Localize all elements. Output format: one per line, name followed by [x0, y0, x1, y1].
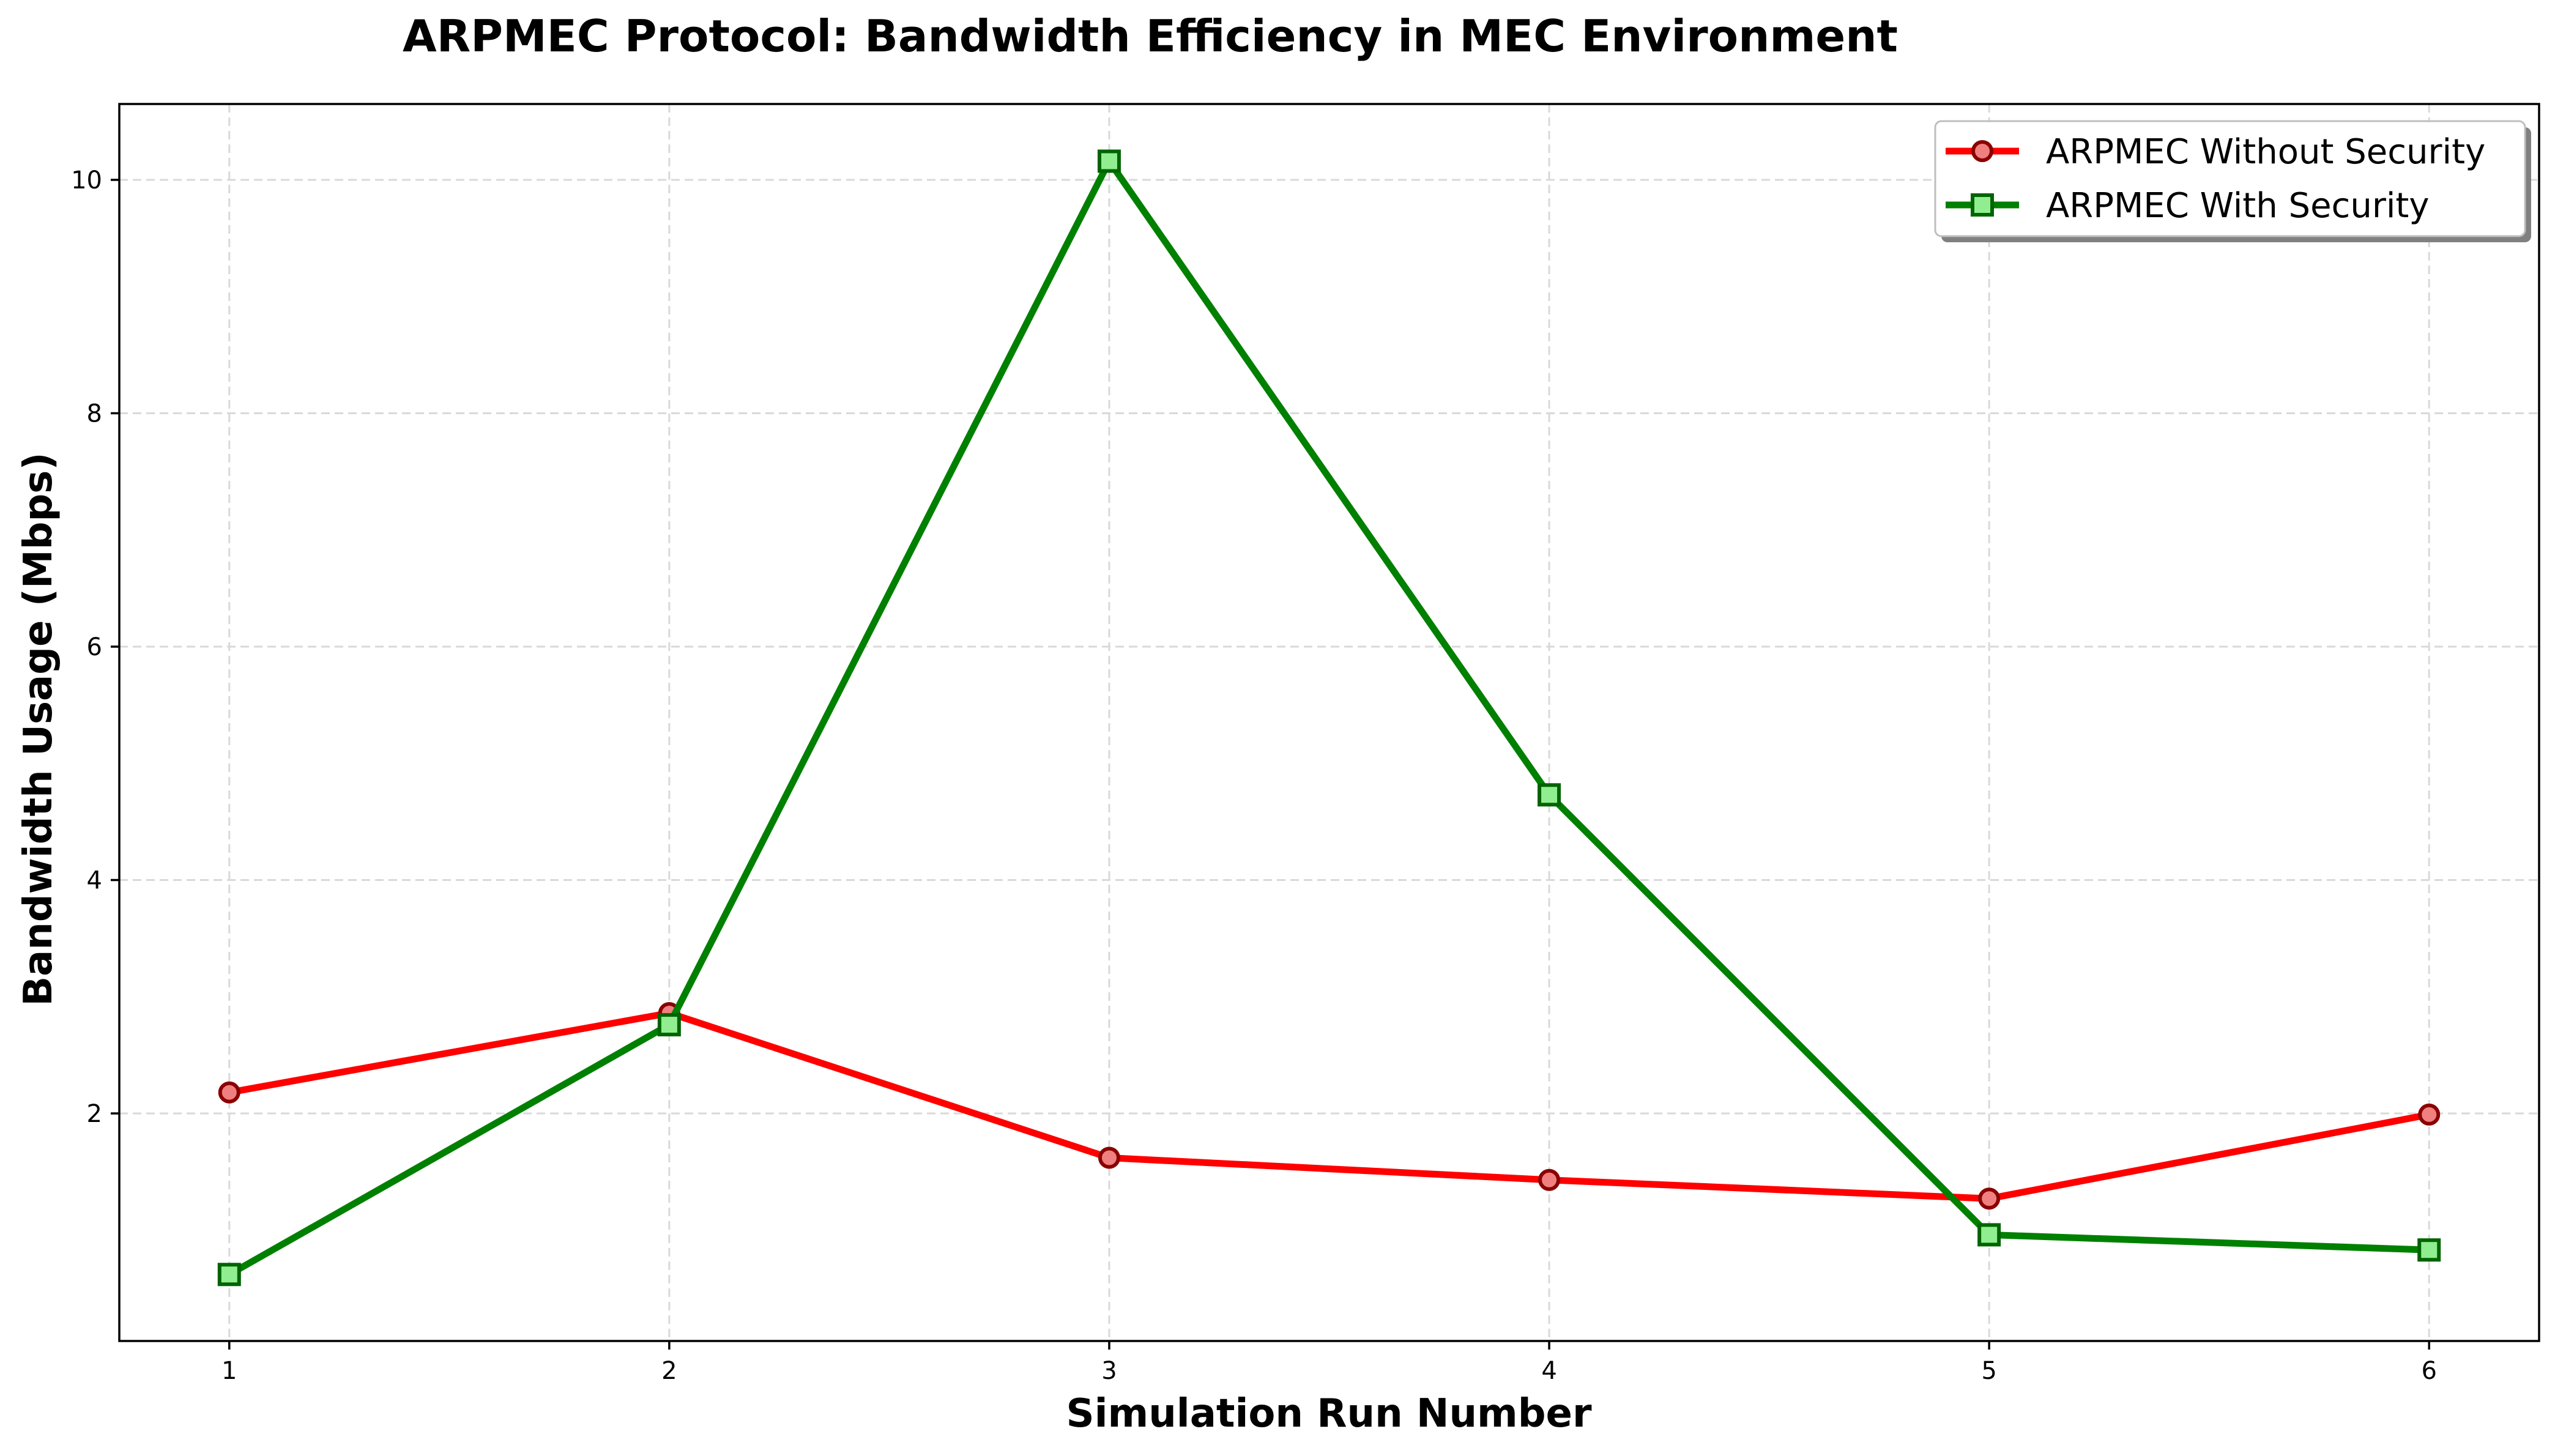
data-point [2418, 1103, 2441, 1126]
x-axis-label: Simulation Run Number [1066, 1391, 1591, 1436]
data-point [1978, 1187, 2001, 1210]
data-point [1538, 1168, 1561, 1191]
legend-entries: ARPMEC Without Security ARPMEC With Secur… [1946, 132, 2485, 226]
axis-ticks: 1 2 3 4 5 6 2 4 6 8 10 [71, 166, 2437, 1385]
y-tick-label: 10 [71, 166, 102, 195]
x-tick-label: 4 [1541, 1357, 1556, 1385]
legend-marker [1971, 140, 1993, 162]
series-2 [217, 149, 2441, 1287]
chart-title: ARPMEC Protocol: Bandwidth Efficiency in… [403, 10, 1898, 62]
y-tick-label: 8 [87, 400, 102, 428]
series-line [228, 1009, 2430, 1202]
y-tick-label: 4 [87, 867, 102, 895]
data-point [218, 1081, 240, 1104]
grid-lines [119, 104, 2539, 1341]
data-point [1538, 783, 1561, 807]
x-tick-label: 1 [221, 1357, 237, 1385]
data-point [1097, 149, 1121, 173]
data-point [657, 1013, 681, 1037]
plot-series [217, 149, 2441, 1287]
x-tick-label: 3 [1101, 1357, 1117, 1385]
legend-label: ARPMEC Without Security [2046, 132, 2485, 172]
y-tick-label: 6 [87, 633, 102, 661]
series-line [228, 157, 2430, 1278]
legend-marker [1971, 193, 1994, 217]
data-point [1977, 1223, 2001, 1247]
x-tick-label: 2 [661, 1357, 677, 1385]
legend: ARPMEC Without Security ARPMEC With Secur… [1934, 120, 2531, 242]
data-point [1098, 1146, 1120, 1169]
data-point [217, 1263, 241, 1287]
plot-area-frame [118, 103, 2540, 1342]
legend-entry: ARPMEC Without Security [1946, 132, 2485, 172]
data-point [2417, 1238, 2441, 1262]
x-tick-label: 6 [2422, 1357, 2437, 1385]
legend-label: ARPMEC With Security [2046, 186, 2430, 226]
legend-box [1934, 120, 2526, 237]
y-tick-label: 2 [87, 1100, 102, 1128]
legend-entry: ARPMEC With Security [1946, 186, 2430, 226]
x-tick-label: 5 [1981, 1357, 1996, 1385]
y-axis-label: Bandwidth Usage (Mbps) [16, 452, 61, 1006]
